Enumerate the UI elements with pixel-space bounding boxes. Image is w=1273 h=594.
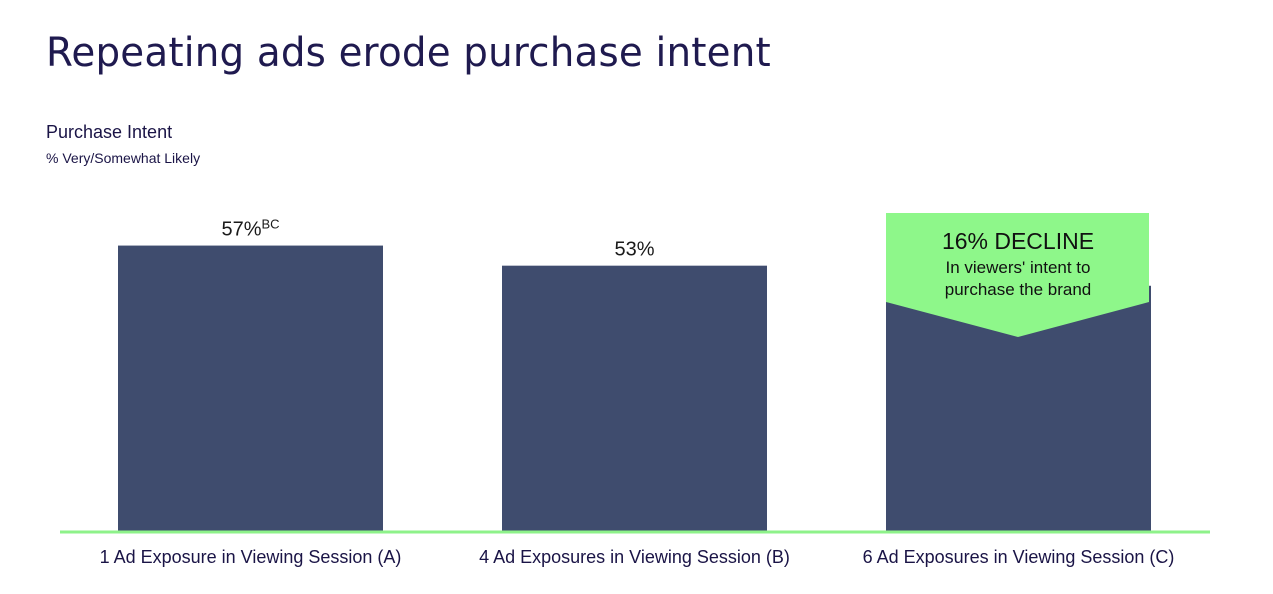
chart-title: Purchase Intent <box>46 122 173 142</box>
bar-2 <box>502 265 767 532</box>
data-label-1: 57%BC <box>221 217 279 241</box>
category-label-2: 4 Ad Exposures in Viewing Session (B) <box>479 547 790 567</box>
callout-line-2: purchase the brand <box>945 280 1092 299</box>
data-label-2: 53% <box>614 239 654 261</box>
page-title: Repeating ads erode purchase intent <box>46 30 771 76</box>
category-label-1: 1 Ad Exposure in Viewing Session (A) <box>100 547 402 567</box>
callout-annotation: 16% DECLINE In viewers' intent to purcha… <box>886 213 1149 337</box>
significance-marker-1: BC <box>261 217 279 232</box>
category-label-3: 6 Ad Exposures in Viewing Session (C) <box>863 547 1175 567</box>
chart-subtitle: % Very/Somewhat Likely <box>46 150 201 166</box>
callout-headline: 16% DECLINE <box>942 228 1094 254</box>
callout-arrow-shape <box>886 213 1149 337</box>
callout-line-1: In viewers' intent to <box>946 258 1091 277</box>
bar-1 <box>118 245 383 532</box>
labels-layer: 57%BC 1 Ad Exposure in Viewing Session (A… <box>100 217 1175 567</box>
